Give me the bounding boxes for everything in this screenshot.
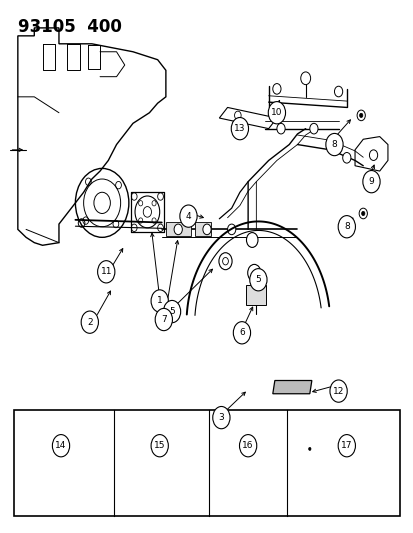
Circle shape	[52, 434, 69, 457]
Circle shape	[233, 321, 250, 344]
Circle shape	[97, 261, 115, 283]
Circle shape	[329, 380, 347, 402]
Text: 14: 14	[55, 441, 66, 450]
Circle shape	[179, 205, 197, 227]
Circle shape	[359, 114, 362, 117]
Circle shape	[342, 152, 350, 163]
Text: 12: 12	[332, 386, 344, 395]
Circle shape	[81, 311, 98, 333]
Text: 1: 1	[157, 296, 162, 305]
Text: 13: 13	[234, 124, 245, 133]
Circle shape	[337, 434, 355, 457]
Circle shape	[325, 133, 342, 156]
Circle shape	[356, 110, 364, 120]
Circle shape	[163, 301, 180, 322]
Circle shape	[337, 216, 355, 238]
Circle shape	[276, 123, 285, 134]
Circle shape	[227, 224, 235, 235]
Text: 11: 11	[100, 268, 112, 276]
Circle shape	[246, 232, 257, 247]
Circle shape	[202, 224, 211, 235]
Text: 2: 2	[87, 318, 93, 327]
Circle shape	[174, 224, 182, 235]
Text: 7: 7	[161, 315, 166, 324]
Circle shape	[308, 447, 310, 450]
Circle shape	[155, 309, 172, 330]
Text: 10: 10	[271, 108, 282, 117]
Circle shape	[272, 84, 280, 94]
Circle shape	[151, 290, 168, 312]
Circle shape	[239, 434, 256, 457]
Text: 4: 4	[185, 212, 191, 221]
Circle shape	[244, 444, 249, 449]
Circle shape	[249, 269, 266, 291]
Text: 5: 5	[169, 307, 175, 316]
Text: 8: 8	[331, 140, 337, 149]
Text: 93105  400: 93105 400	[18, 18, 121, 36]
Text: 5: 5	[255, 275, 261, 284]
Polygon shape	[272, 381, 311, 394]
Text: 6: 6	[238, 328, 244, 337]
Text: 15: 15	[154, 441, 165, 450]
Circle shape	[300, 72, 310, 85]
Text: 17: 17	[340, 441, 352, 450]
Text: 8: 8	[343, 222, 349, 231]
Circle shape	[309, 123, 317, 134]
Circle shape	[358, 208, 366, 219]
Circle shape	[361, 212, 364, 216]
Circle shape	[362, 171, 379, 193]
Text: 9: 9	[368, 177, 373, 186]
Bar	[14, 410, 399, 516]
Circle shape	[151, 434, 168, 457]
Circle shape	[231, 117, 248, 140]
Bar	[245, 285, 265, 305]
Text: 3: 3	[218, 413, 224, 422]
Text: 16: 16	[242, 441, 253, 450]
Circle shape	[212, 407, 230, 429]
Circle shape	[334, 86, 342, 97]
Circle shape	[268, 102, 285, 124]
Bar	[166, 222, 190, 236]
Bar	[194, 222, 211, 236]
